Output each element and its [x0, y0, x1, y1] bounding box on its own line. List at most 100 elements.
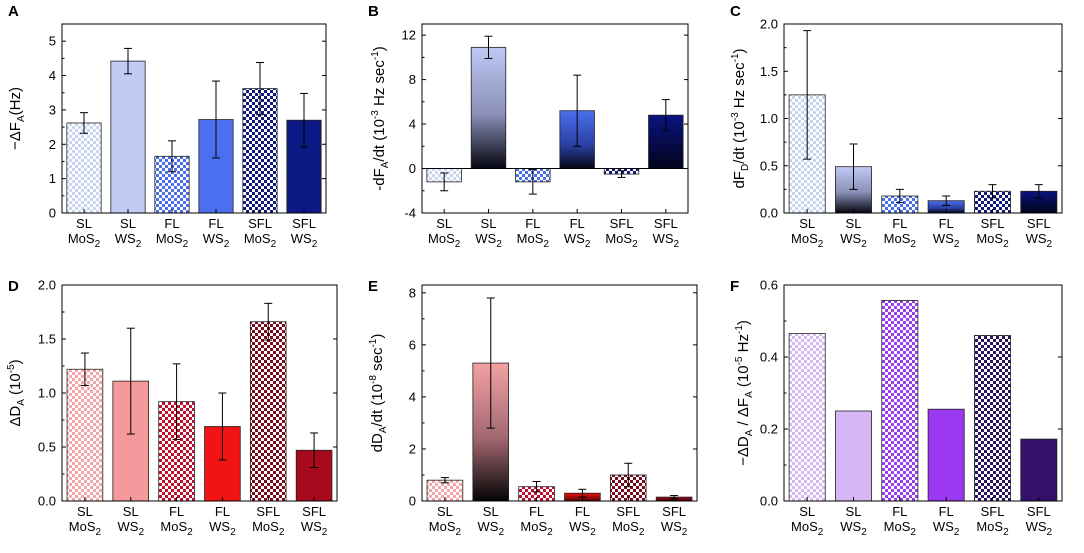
- y-tick-label: 12: [402, 28, 416, 43]
- category-label: FL: [575, 504, 590, 519]
- y-tick-label: 0: [49, 206, 56, 221]
- y-tick-label: 2.0: [38, 278, 56, 293]
- category-label: SL: [846, 216, 862, 231]
- y-tick-label: 0.0: [38, 494, 56, 509]
- error-bar: [661, 99, 670, 132]
- category-label: SL: [799, 216, 815, 231]
- category-label: SL: [799, 504, 815, 519]
- y-tick-label: 8: [409, 285, 416, 300]
- error-bar: [528, 169, 537, 195]
- bar: [927, 408, 965, 502]
- category-label: MoS2: [520, 519, 553, 538]
- category-label: FL: [892, 216, 907, 231]
- y-tick-label: 1: [49, 171, 56, 186]
- category-label: MoS2: [605, 231, 638, 250]
- error-bar: [895, 188, 904, 204]
- category-label: SFL: [610, 216, 634, 231]
- y-tick-label: 4: [409, 117, 416, 132]
- category-label: WS2: [933, 519, 960, 538]
- category-label: SFL: [981, 216, 1005, 231]
- y-axis-label: -dFA/dt (10-3 Hz sec-1): [370, 46, 391, 191]
- y-tick-label: 6: [409, 337, 416, 352]
- panel-a: ASLMoS2SLWS2FLMoS2FLWS2SFLMoS2SFLWS20123…: [7, 3, 327, 250]
- y-tick-label: -4: [404, 206, 416, 221]
- category-label: MoS2: [976, 519, 1009, 538]
- y-axis-label: −ΔFA(Hz): [7, 87, 27, 150]
- panel-letter: C: [730, 3, 741, 20]
- y-tick-label: 5: [49, 34, 56, 49]
- category-label: MoS2: [976, 231, 1009, 250]
- error-bar: [849, 143, 858, 190]
- category-label: FL: [570, 216, 585, 231]
- bar: [249, 321, 287, 502]
- y-tick-label: 2.0: [760, 17, 778, 32]
- plot-frame: [783, 284, 1063, 502]
- y-axis-label: dFD/dt (10-3 Hz sec-1): [730, 48, 751, 188]
- error-bar: [486, 297, 495, 429]
- category-label: SL: [481, 216, 497, 231]
- category-label: WS2: [115, 231, 142, 250]
- plot-frame: [421, 284, 698, 502]
- category-label: WS2: [209, 519, 236, 538]
- bar: [881, 300, 919, 502]
- category-label: SFL: [654, 216, 678, 231]
- panel-letter: E: [368, 278, 378, 295]
- plot-frame: [61, 284, 338, 502]
- error-bar: [310, 432, 319, 469]
- category-label: WS2: [840, 519, 867, 538]
- category-label: MoS2: [791, 231, 824, 250]
- error-bar: [264, 302, 273, 341]
- category-label: MoS2: [429, 519, 462, 538]
- bar: [788, 333, 826, 502]
- y-tick-label: 0: [409, 161, 416, 176]
- category-label: MoS2: [884, 231, 917, 250]
- category-label: WS2: [301, 519, 328, 538]
- panel-d: DSLMoS2SLWS2FLMoS2FLWS2SFLMoS2SFLWS20.00…: [6, 278, 338, 538]
- error-bar: [124, 47, 132, 75]
- error-bar: [803, 30, 812, 160]
- category-label: SFL: [662, 504, 686, 519]
- category-label: WS2: [1026, 231, 1053, 250]
- bar: [66, 122, 102, 214]
- y-tick-label: 1.5: [760, 64, 778, 79]
- y-tick-label: 1.0: [38, 386, 56, 401]
- category-label: FL: [208, 216, 223, 231]
- y-axis-label: −ΔDA / ΔFA (10-5 Hz-1): [734, 320, 755, 466]
- panel-letter: A: [8, 3, 19, 20]
- panel-b: BSLMoS2SLWS2FLMoS2FLWS2SFLMoS2SFLWS2-404…: [368, 3, 689, 250]
- category-label: SFL: [616, 504, 640, 519]
- error-bar: [624, 462, 633, 488]
- category-label: SL: [123, 504, 139, 519]
- y-tick-label: 0.5: [760, 158, 778, 173]
- category-label: FL: [529, 504, 544, 519]
- category-label: SL: [76, 216, 92, 231]
- category-label: SL: [846, 504, 862, 519]
- category-label: WS2: [564, 231, 591, 250]
- y-tick-label: 1.0: [760, 111, 778, 126]
- error-bar: [988, 184, 997, 199]
- category-label: WS2: [291, 231, 318, 250]
- panel-letter: F: [730, 278, 739, 295]
- category-label: WS2: [117, 519, 144, 538]
- category-label: MoS2: [791, 519, 824, 538]
- category-label: WS2: [1026, 519, 1053, 538]
- panel-letter: D: [8, 278, 19, 295]
- category-label: SL: [436, 216, 452, 231]
- bar: [66, 368, 104, 502]
- category-label: SL: [77, 504, 93, 519]
- category-label: FL: [939, 504, 954, 519]
- y-axis-label: ΔDA (10-5): [6, 359, 27, 426]
- category-label: SFL: [981, 504, 1005, 519]
- y-tick-label: 0.0: [760, 206, 778, 221]
- y-tick-label: 0: [409, 494, 416, 509]
- category-label: FL: [169, 504, 184, 519]
- category-label: WS2: [203, 231, 230, 250]
- category-label: WS2: [840, 231, 867, 250]
- category-label: SFL: [1027, 504, 1051, 519]
- category-label: SFL: [1027, 216, 1051, 231]
- category-label: MoS2: [69, 519, 102, 538]
- plot-frame: [61, 23, 327, 214]
- error-bar: [300, 92, 308, 148]
- error-bar: [440, 172, 449, 192]
